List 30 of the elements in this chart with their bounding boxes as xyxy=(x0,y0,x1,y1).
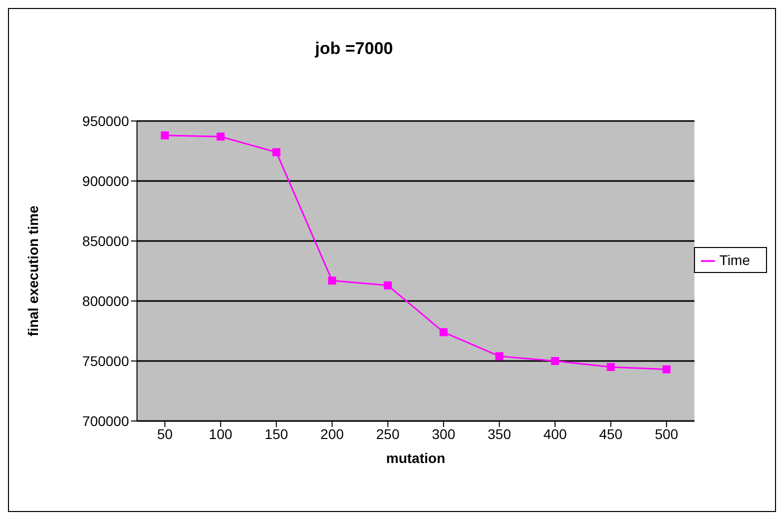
legend-label: Time xyxy=(719,252,750,268)
x-tick-label: 250 xyxy=(376,426,400,442)
y-tick-label: 750000 xyxy=(82,352,130,369)
point xyxy=(272,148,280,156)
x-tick-label: 300 xyxy=(432,426,456,442)
x-tick-label: 500 xyxy=(654,426,678,442)
point xyxy=(551,357,560,365)
point xyxy=(160,131,169,140)
x-axis-title: mutation xyxy=(386,450,446,466)
y-axis-title: final execution time xyxy=(24,205,41,336)
point xyxy=(440,328,448,336)
y-tick-label: 950000 xyxy=(82,112,130,129)
point xyxy=(384,281,392,290)
x-tick-label: 150 xyxy=(264,426,288,442)
point xyxy=(495,352,504,360)
point xyxy=(216,132,225,141)
x-tick-label: 200 xyxy=(320,426,344,442)
y-tick-label: 900000 xyxy=(82,172,130,189)
x-tick-label: 100 xyxy=(208,426,233,442)
y-tick-label: 800000 xyxy=(82,292,130,309)
point xyxy=(606,363,615,371)
point xyxy=(662,365,671,374)
point xyxy=(328,276,336,285)
chart-title: job =7000 xyxy=(314,39,394,59)
y-tick-label: 850000 xyxy=(82,232,130,249)
x-tick-label: 350 xyxy=(488,426,512,442)
x-tick-label: 450 xyxy=(599,426,623,442)
x-tick-label: 400 xyxy=(543,426,567,442)
x-tick-label: 50 xyxy=(157,426,173,442)
y-tick-label: 700000 xyxy=(82,412,130,429)
